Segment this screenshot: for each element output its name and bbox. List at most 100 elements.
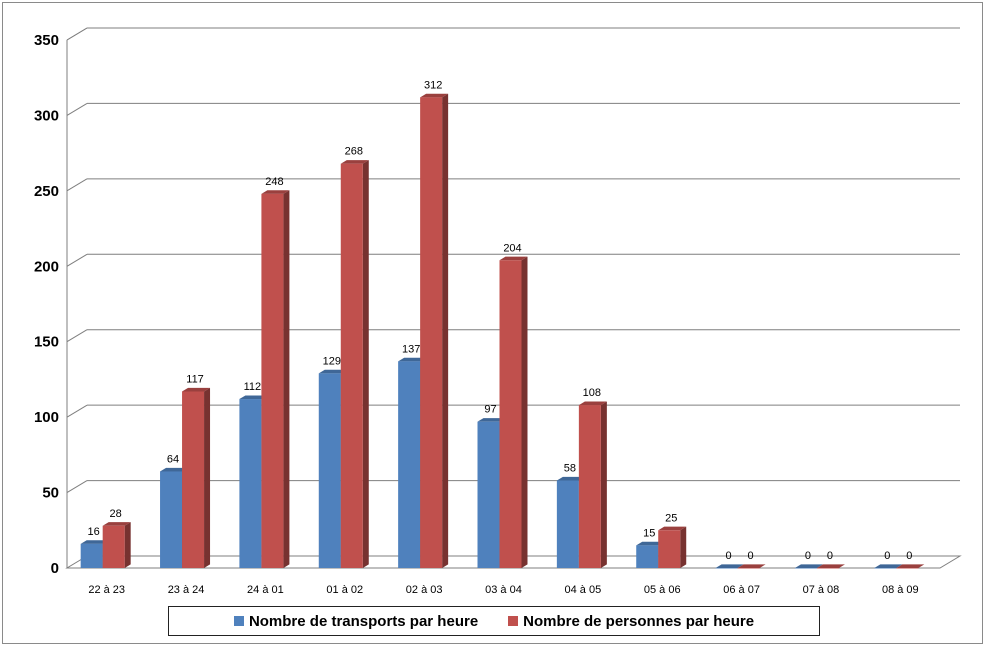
x-tick-label: 22 à 23 <box>88 584 125 596</box>
bar-personnes <box>499 260 522 568</box>
gridline-side-100 <box>66 404 88 418</box>
x-tick-label: 04 à 05 <box>565 584 602 596</box>
bar-transports-top <box>160 467 189 472</box>
bar-personnes <box>896 568 919 569</box>
bar-transports-top <box>794 564 823 568</box>
bar-personnes-top <box>816 564 845 568</box>
bar-transports <box>636 545 659 568</box>
bar-personnes-top <box>578 401 607 406</box>
data-label: 108 <box>583 387 601 399</box>
bar-personnes-side <box>442 93 449 569</box>
data-label: 112 <box>244 381 262 393</box>
bar-transports <box>398 361 421 568</box>
bar-transports-top <box>318 369 347 374</box>
bar-transports <box>318 373 341 568</box>
bar-personnes-side <box>521 256 528 568</box>
bar-transports <box>874 568 897 569</box>
bar-personnes <box>578 405 601 568</box>
bar-personnes-top <box>737 564 766 568</box>
legend-swatch-personnes <box>508 616 519 626</box>
bar-personnes-side <box>283 190 290 568</box>
y-tick-label: 100 <box>34 409 59 426</box>
y-axis-top <box>66 27 88 41</box>
data-label: 312 <box>424 79 442 91</box>
y-tick-label: 150 <box>34 334 59 351</box>
bar-personnes-side <box>680 526 687 568</box>
data-label: 16 <box>88 526 100 538</box>
bar-personnes <box>261 193 284 569</box>
data-label: 129 <box>323 355 341 367</box>
x-tick-label: 23 à 24 <box>168 584 205 596</box>
data-label: 248 <box>265 176 283 188</box>
bar-transports-top <box>80 540 109 544</box>
x-tick-label: 03 à 04 <box>485 584 522 596</box>
bar-personnes <box>182 391 205 568</box>
data-label: 0 <box>726 550 732 562</box>
bar-personnes-top <box>896 564 925 568</box>
x-tick-label: 02 à 03 <box>406 584 443 596</box>
gridline-side-150 <box>66 329 88 343</box>
bar-personnes <box>816 568 839 569</box>
x-tick-label: 08 à 09 <box>882 584 919 596</box>
bar-transports <box>794 568 817 569</box>
bar-transports <box>80 543 103 568</box>
bar-personnes <box>340 163 363 568</box>
bar-transports-top <box>715 564 744 568</box>
data-label: 0 <box>827 550 833 562</box>
data-label: 97 <box>484 404 496 416</box>
y-tick-label: 0 <box>51 560 59 577</box>
bar-personnes-side <box>600 401 607 568</box>
y-tick-label: 350 <box>34 32 59 49</box>
bar-transports-top <box>636 541 665 546</box>
legend-item-transports: Nombre de transports par heure <box>233 612 479 630</box>
bar-transports <box>556 480 579 568</box>
legend-label-personnes: Nombre de personnes par heure <box>523 612 755 630</box>
data-label: 28 <box>110 508 122 520</box>
bar-transports <box>477 421 500 568</box>
bar-transports <box>160 471 183 568</box>
gridline-side-50 <box>66 480 88 494</box>
x-tick-label: 24 à 01 <box>247 584 284 596</box>
bar-personnes <box>658 530 681 568</box>
x-tick-label: 07 à 08 <box>803 584 840 596</box>
data-label: 64 <box>167 453 179 465</box>
bar-personnes-top <box>261 190 290 194</box>
x-tick-label: 01 à 02 <box>326 584 363 596</box>
gridline-side-200 <box>66 253 88 267</box>
legend-swatch-transports <box>233 616 244 626</box>
data-label: 268 <box>345 146 363 158</box>
bar-personnes <box>420 97 443 568</box>
y-tick-label: 50 <box>42 485 59 502</box>
data-label: 0 <box>906 550 912 562</box>
bar-personnes-top <box>499 256 528 261</box>
bar-transports-top <box>556 476 585 481</box>
bar-transports <box>239 399 262 568</box>
data-label: 25 <box>665 512 677 524</box>
data-label: 0 <box>748 550 754 562</box>
bar-transports-top <box>874 564 903 568</box>
y-tick-label: 300 <box>34 107 59 124</box>
x-tick-label: 06 à 07 <box>723 584 760 596</box>
bar-personnes-side <box>124 522 131 568</box>
data-label: 137 <box>402 343 420 355</box>
bar-personnes <box>737 568 760 569</box>
y-tick-label: 250 <box>34 183 59 200</box>
bar-transports-top <box>477 418 506 422</box>
data-label: 15 <box>643 527 655 539</box>
data-label: 0 <box>805 550 811 562</box>
legend-item-personnes: Nombre de personnes par heure <box>508 613 754 630</box>
legend: Nombre de transports par heure Nombre de… <box>168 606 820 636</box>
bar-personnes-top <box>658 526 687 531</box>
bar-personnes-side <box>204 387 211 568</box>
bar-transports-top <box>398 357 427 362</box>
bar-personnes <box>102 525 125 568</box>
bar-personnes-top <box>420 93 449 98</box>
data-label: 117 <box>186 373 204 385</box>
gridline-side-250 <box>66 178 88 192</box>
bar-transports-top <box>239 395 268 400</box>
data-label: 58 <box>564 463 576 475</box>
bar-transports <box>715 568 738 569</box>
legend-label-transports: Nombre de transports par heure <box>248 612 479 630</box>
gridline-side-300 <box>66 102 88 116</box>
